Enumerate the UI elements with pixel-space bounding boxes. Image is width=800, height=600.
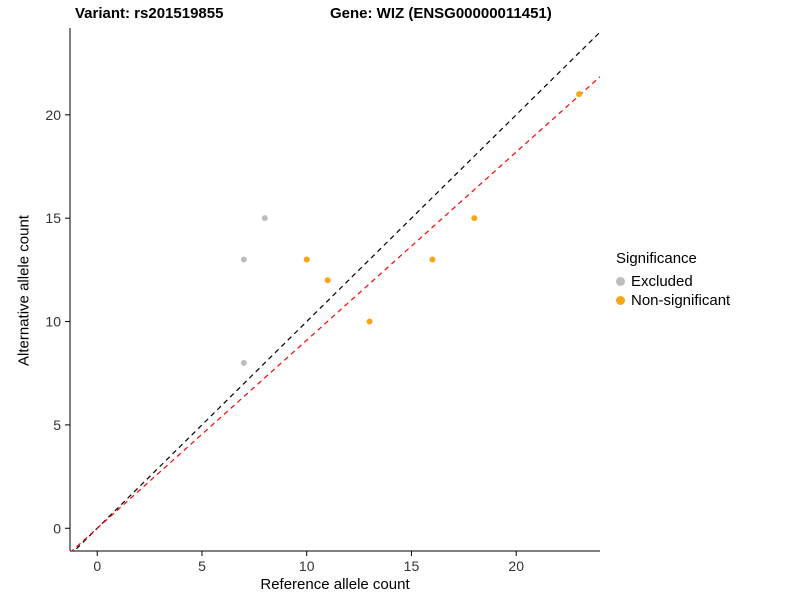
x-tick-label: 0 <box>93 558 101 574</box>
point-non-significant <box>324 277 331 284</box>
variant-title: Variant: rs201519855 <box>75 5 224 22</box>
legend: Significance Excluded Non-significant <box>616 250 730 311</box>
x-tick-label: 20 <box>508 558 524 574</box>
identity-line <box>73 31 600 551</box>
legend-item-excluded: Excluded <box>616 273 730 290</box>
x-tick-label: 5 <box>198 558 206 574</box>
gene-title: Gene: WIZ (ENSG00000011451) <box>330 5 552 22</box>
x-tick-label: 10 <box>299 558 315 574</box>
y-tick-label: 20 <box>45 107 61 123</box>
point-non-significant <box>303 256 310 263</box>
legend-title: Significance <box>616 250 697 267</box>
axes: 0 5 10 15 20 0 5 10 15 20 <box>45 28 600 574</box>
x-tick-label: 15 <box>404 558 420 574</box>
legend-item-label: Non-significant <box>631 292 731 309</box>
x-axis-title: Reference allele count <box>260 576 410 593</box>
fit-line <box>71 76 600 551</box>
y-tick-label: 15 <box>45 210 61 226</box>
reference-lines <box>71 31 600 551</box>
point-excluded <box>261 215 268 222</box>
point-non-significant <box>429 256 436 263</box>
y-tick-label: 10 <box>45 314 61 330</box>
point-non-significant <box>366 318 373 325</box>
point-non-significant <box>576 91 583 98</box>
point-non-significant <box>471 215 478 222</box>
y-axis-title: Alternative allele count <box>15 215 33 366</box>
point-excluded <box>240 359 247 366</box>
data-points <box>240 91 583 366</box>
non-significant-dot-icon <box>616 296 625 305</box>
point-excluded <box>240 256 247 263</box>
excluded-dot-icon <box>616 277 625 286</box>
legend-item-non-significant: Non-significant <box>616 292 730 309</box>
y-tick-label: 5 <box>53 417 61 433</box>
legend-item-label: Excluded <box>631 273 693 290</box>
y-tick-label: 0 <box>53 520 61 536</box>
